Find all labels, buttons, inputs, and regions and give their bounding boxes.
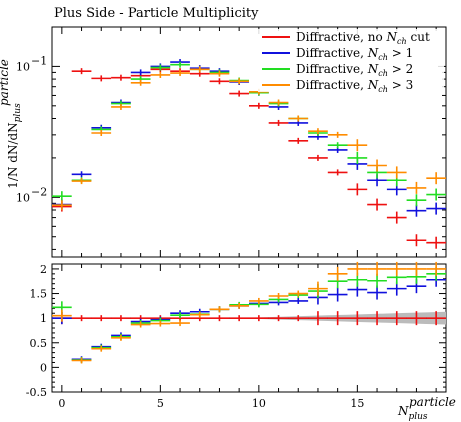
legend-entry: Diffractive, no Nch cut: [296, 30, 430, 46]
legend-background: [258, 61, 444, 76]
x-tick-label: 15: [350, 397, 364, 410]
y-tick-label: 10: [16, 60, 30, 73]
x-tick-label: 10: [252, 397, 266, 410]
legend-background: [258, 77, 444, 92]
y-tick-label: 10: [16, 191, 30, 204]
y-axis-label-sub: plus: [13, 103, 23, 122]
x-axis-label-text: N: [397, 404, 409, 418]
legend-entry: Diffractive, Nch > 2: [296, 62, 413, 78]
x-tick-label: 5: [157, 397, 164, 410]
y-axis-label-text: 1/N dN/dN: [6, 122, 20, 188]
chart-title: Plus Side - Particle Multiplicity: [54, 6, 259, 21]
legend-background: [258, 45, 444, 60]
x-tick-label: 0: [58, 397, 65, 410]
y-tick-label: 0: [40, 361, 47, 374]
y-tick-label: 0.5: [30, 337, 48, 350]
legend-entry: Diffractive, Nch > 3: [296, 78, 413, 94]
main-frame: [51, 26, 447, 258]
x-axis-label: Nplus particle: [397, 395, 456, 422]
x-axis-label-sup: particle: [409, 395, 456, 409]
y-axis-label: 1/N dN/dNplus particle: [0, 59, 23, 189]
svg-text:1/N dN/dNplus: 1/N dN/dNplus: [6, 103, 23, 189]
y-tick-label-exp: −1: [31, 54, 47, 67]
ratio-frame: [51, 263, 447, 393]
y-axis-label-sup: particle: [0, 59, 11, 106]
y-tick-label: 2: [40, 263, 47, 276]
y-tick-label: 1.5: [30, 288, 48, 301]
y-tick-label: -0.5: [26, 386, 47, 399]
svg-text:Nplus: Nplus: [397, 404, 428, 422]
legend-background: [258, 29, 444, 44]
x-axis-label-sub: plus: [409, 412, 428, 422]
y-tick-label: 1: [40, 312, 47, 325]
y-tick-label-exp: −2: [31, 185, 47, 198]
ratio-plot-panel: 0 5 10 15 2 1.5 1 0.5 0 -0.5: [26, 261, 447, 410]
legend-entry: Diffractive, Nch > 1: [296, 46, 413, 62]
